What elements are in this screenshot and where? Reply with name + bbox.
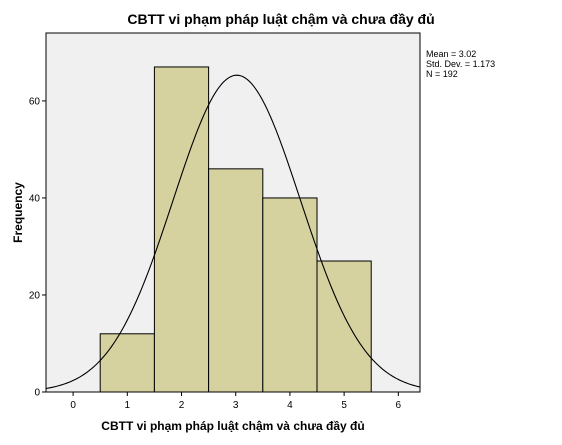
x-tick-label: 5 — [341, 400, 347, 411]
y-axis-label: Frequency — [11, 182, 25, 243]
histogram-bar — [262, 197, 318, 393]
stats-line: N = 192 — [426, 69, 458, 79]
x-axis-label: CBTT vi phạm pháp luật chậm và chưa đầy … — [101, 419, 364, 433]
y-tick-label: 0 — [34, 388, 40, 399]
histogram-bar — [99, 333, 155, 393]
x-tick-label: 6 — [396, 400, 402, 411]
stats-line: Std. Dev. = 1.173 — [426, 59, 495, 69]
histogram-bar — [153, 66, 210, 393]
stats-line: Mean = 3.02 — [426, 49, 476, 59]
histogram-bar — [316, 260, 372, 393]
y-tick-label: 40 — [29, 193, 41, 204]
x-tick-label: 0 — [70, 400, 76, 411]
histogram-bar — [208, 168, 264, 393]
chart-title: CBTT vi phạm pháp luật chậm và chưa đầy … — [127, 11, 434, 27]
normal-curve — [45, 74, 421, 390]
x-tick-label: 2 — [179, 400, 185, 411]
y-tick-label: 60 — [29, 96, 41, 107]
x-tick-label: 4 — [287, 400, 293, 411]
y-tick-label: 20 — [29, 290, 41, 301]
x-tick-label: 3 — [233, 400, 239, 411]
x-tick-label: 1 — [125, 400, 131, 411]
